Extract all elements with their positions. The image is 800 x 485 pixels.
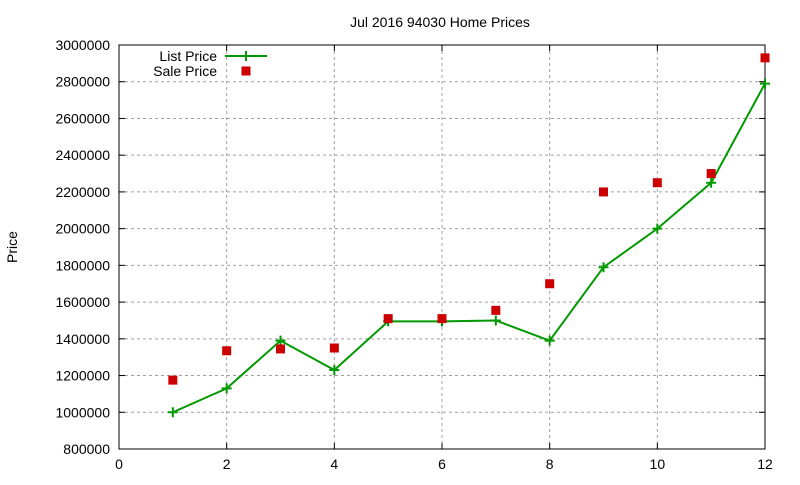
series-list-price [167, 78, 770, 418]
axis-ticks: 800000 1000000 1200000 1400000 1600000 180000… [55, 37, 773, 472]
plus-marker [544, 335, 555, 346]
series-sale-price [168, 53, 770, 385]
plus-marker [167, 407, 178, 418]
legend-square-icon [241, 66, 251, 76]
x-tick-label: 2 [223, 456, 231, 472]
plus-marker [490, 315, 501, 326]
x-tick-label: 4 [330, 456, 338, 472]
square-marker [276, 344, 285, 354]
y-tick-label: 1400000 [55, 331, 110, 347]
y-tick-label: 2800000 [55, 74, 110, 90]
square-marker [706, 169, 716, 179]
y-tick-label: 1800000 [55, 257, 110, 273]
plus-marker [221, 383, 232, 394]
y-tick-label: 2400000 [55, 147, 110, 163]
y-tick-label: 1600000 [55, 294, 110, 310]
square-marker [652, 178, 662, 188]
square-marker [760, 53, 770, 63]
x-tick-label: 8 [546, 456, 554, 472]
plus-marker [329, 365, 340, 376]
square-marker [599, 187, 608, 197]
y-tick-label: 3000000 [55, 37, 110, 53]
y-tick-label: 2200000 [55, 184, 110, 200]
square-marker [491, 305, 501, 315]
y-tick-label: 1000000 [55, 404, 110, 420]
series-layer [167, 53, 770, 418]
square-marker [437, 314, 447, 324]
legend-label: Sale Price [153, 63, 217, 79]
x-tick-label: 6 [438, 456, 446, 472]
y-axis-label: Price [4, 231, 20, 263]
x-tick-label: 0 [115, 456, 123, 472]
square-marker [222, 346, 232, 356]
plus-marker [598, 262, 609, 273]
square-marker [383, 314, 393, 324]
plus-marker [760, 78, 770, 89]
legend-label: List Price [159, 48, 217, 64]
y-tick-label: 800000 [63, 441, 110, 457]
y-tick-label: 1200000 [55, 368, 110, 384]
square-marker [545, 279, 555, 289]
plus-marker [275, 335, 286, 346]
x-tick-label: 10 [650, 456, 666, 472]
plot-frame [118, 44, 766, 450]
square-marker [168, 375, 178, 385]
y-tick-label: 2000000 [55, 221, 110, 237]
x-tick-label: 12 [757, 456, 773, 472]
square-marker [329, 343, 339, 353]
plus-marker [652, 223, 663, 234]
legend-plus-icon [241, 51, 251, 61]
grid-lines [119, 45, 765, 449]
y-tick-label: 2600000 [55, 110, 110, 126]
plus-marker [706, 177, 717, 188]
chart-title: Jul 2016 94030 Home Prices [350, 14, 530, 30]
